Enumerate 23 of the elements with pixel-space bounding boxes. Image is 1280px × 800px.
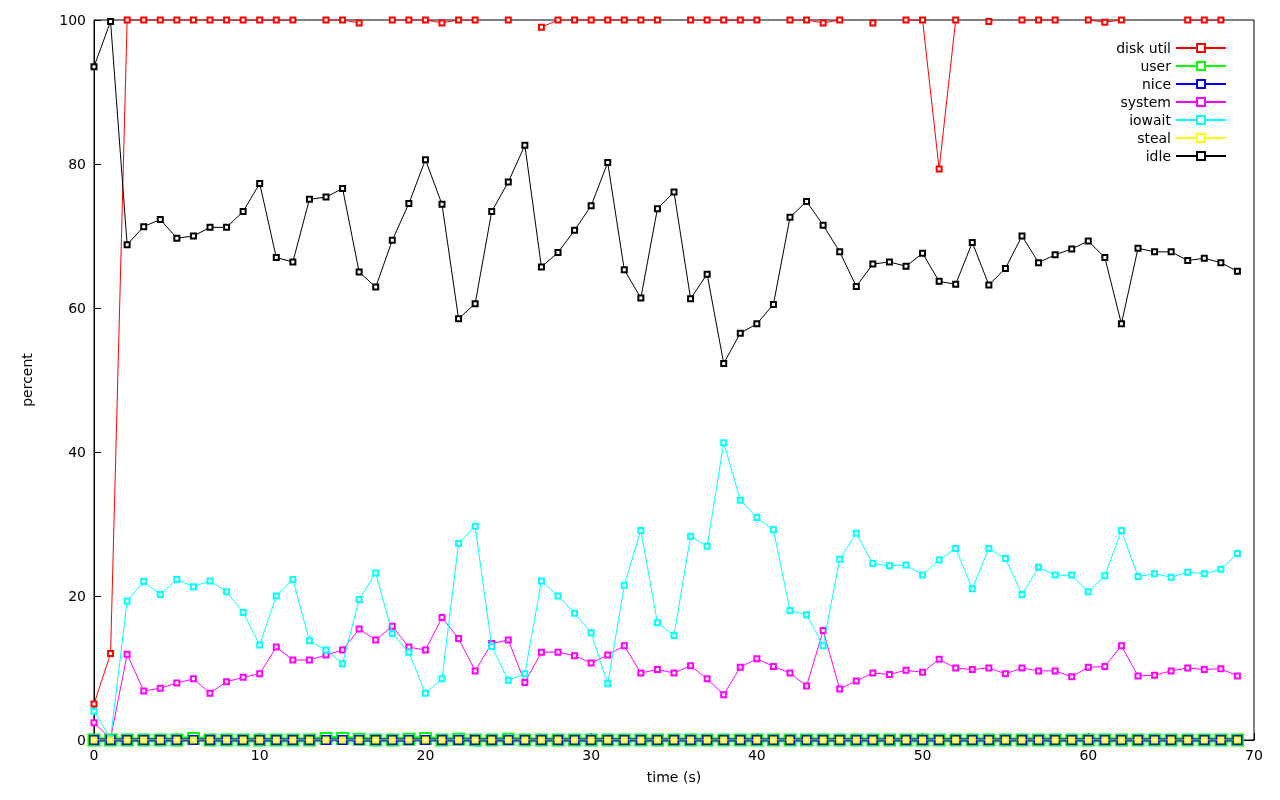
x-tick-label: 30 [582,747,601,763]
y-axis-title: percent [19,352,35,407]
legend-label: disk util [1116,40,1171,56]
x-tick-label: 60 [1079,747,1098,763]
y-tick-label: 0 [77,732,86,748]
x-tick-label: 0 [89,747,99,763]
y-tick-label: 20 [68,588,86,604]
x-tick-label: 50 [913,747,932,763]
legend-label: system [1120,94,1171,110]
x-axis-title: time (s) [646,769,702,785]
x-tick-label: 20 [416,747,435,763]
y-tick-label: 40 [68,444,86,460]
y-tick-label: 100 [59,12,86,28]
x-tick-label: 70 [1245,747,1263,763]
y-tick-label: 60 [68,300,86,316]
legend-label: steal [1137,130,1171,146]
x-tick-label: 40 [747,747,766,763]
legend-label: idle [1145,148,1171,164]
x-tick-label: 10 [250,747,269,763]
legend-label: user [1140,58,1172,74]
y-tick-label: 80 [68,156,86,172]
legend-label: nice [1141,76,1171,92]
legend-label: iowait [1129,112,1172,128]
